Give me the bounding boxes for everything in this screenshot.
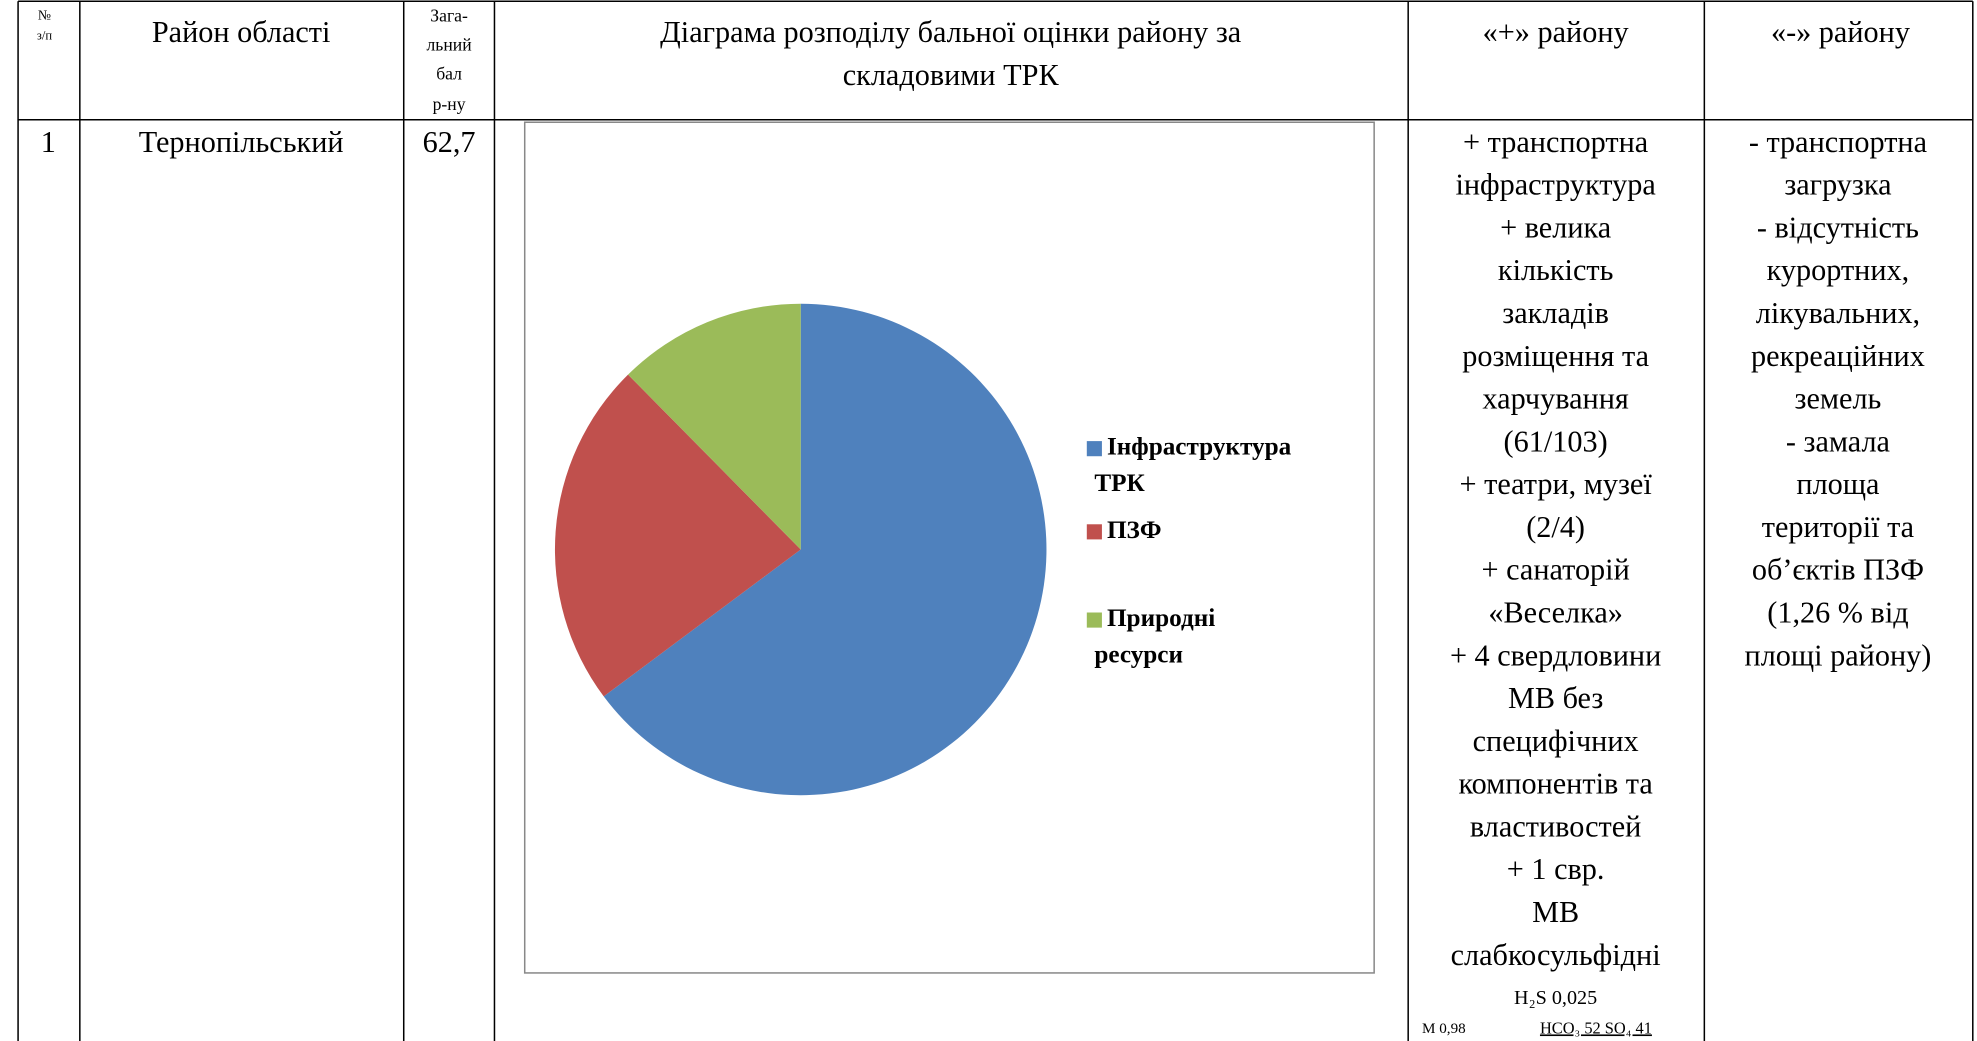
cons-line: території та — [1762, 510, 1914, 544]
cons-line: - замала — [1786, 424, 1890, 458]
header-cell: складовими ТРК — [843, 58, 1060, 92]
header-cell: «-» району — [1771, 15, 1910, 49]
pros-line: харчування — [1482, 382, 1628, 416]
legend-swatch — [1086, 441, 1102, 457]
pros-line: «Веселка» — [1488, 595, 1623, 629]
pros-line: + 1 свр. — [1507, 852, 1605, 886]
formula: HCO₃ 52 SO₄ 41 — [1540, 1018, 1652, 1037]
header-cell: Зага- — [430, 6, 468, 26]
pie-slice — [628, 303, 801, 550]
cons-line: земель — [1795, 382, 1882, 416]
pros-line: властивостей — [1470, 809, 1641, 843]
cons-line: рекреаційних — [1751, 339, 1925, 373]
cons-line: об’єктів ПЗФ — [1752, 553, 1924, 587]
header-cell: з/п — [37, 28, 52, 42]
pros-line: (61/103) — [1504, 424, 1608, 458]
header-cell: льний — [427, 35, 473, 55]
pie-slice — [554, 374, 801, 697]
row-number: 1 — [41, 125, 56, 159]
header-cell: Район області — [152, 15, 331, 49]
district: Тернопільський — [139, 125, 344, 159]
cons-line: площа — [1796, 467, 1879, 501]
formula: M 0,98 — [1422, 1021, 1466, 1037]
pros-line: + велика — [1500, 210, 1611, 244]
legend-swatch — [1086, 612, 1102, 628]
cons-line: площі району) — [1745, 638, 1932, 672]
legend-label: ПЗФ — [1107, 517, 1162, 544]
pros-line: слабкосульфідні — [1451, 938, 1661, 972]
header-cell: бал — [436, 64, 462, 84]
pros-line: + санаторій — [1481, 553, 1629, 587]
cons-line: лікувальних, — [1756, 296, 1920, 330]
pros-line: компонентів та — [1458, 767, 1652, 801]
legend-label: Інфраструктура ТРК — [1094, 433, 1297, 497]
table-grid — [17, 0, 1974, 1041]
pie-slice — [603, 303, 1047, 796]
pros-line: кількість — [1498, 253, 1613, 287]
pros-line: розміщення та — [1462, 339, 1649, 373]
pros-line: + 4 свердловини — [1450, 638, 1661, 672]
cons-line: - транспортна — [1749, 125, 1927, 159]
pros-line: + театри, музеї — [1459, 467, 1652, 501]
pros-line: закладів — [1502, 296, 1609, 330]
header-cell: р-ну — [433, 94, 466, 114]
pros-line: специфічних — [1473, 724, 1639, 758]
formula: H₂S 0,025 — [1514, 987, 1597, 1009]
legend-swatch — [1086, 524, 1102, 540]
cons-line: - відсутність — [1757, 210, 1919, 244]
cons-line: курортних, — [1767, 253, 1910, 287]
pros-line: інфраструктура — [1455, 168, 1655, 202]
cons-line: загрузка — [1784, 168, 1891, 202]
header-cell: № — [38, 8, 51, 23]
pros-line: (2/4) — [1526, 510, 1585, 544]
pros-line: МВ — [1532, 895, 1579, 929]
pros-line: + транспортна — [1463, 125, 1648, 159]
cons-line: (1,26 % від — [1767, 595, 1908, 629]
pros-line: МВ без — [1508, 681, 1603, 715]
legend-label: Природні ресурси — [1094, 605, 1221, 669]
score: 62,7 — [423, 125, 476, 159]
header-cell: Діаграма розподілу бальної оцінки району… — [660, 15, 1241, 49]
header-cell: «+» району — [1483, 15, 1629, 49]
